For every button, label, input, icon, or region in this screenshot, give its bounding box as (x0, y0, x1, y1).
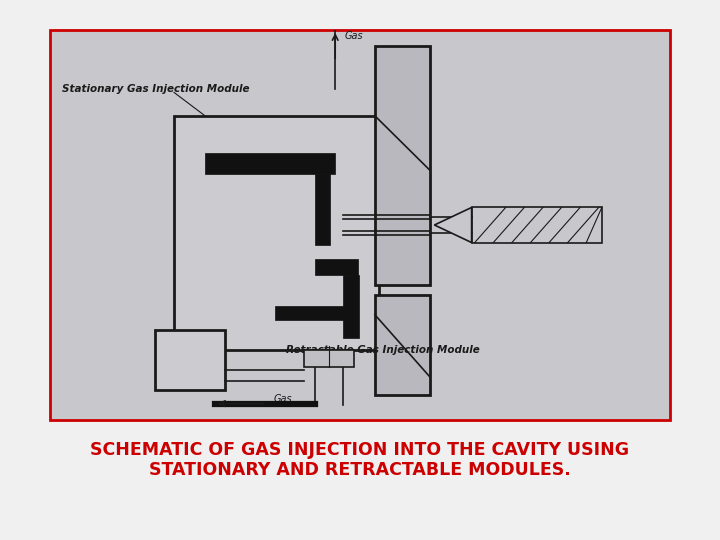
Bar (174, 116, 379, 350)
Bar (472, 207, 602, 242)
Bar (315, 259, 358, 275)
Bar (343, 275, 359, 338)
Text: SCHEMATIC OF GAS INJECTION INTO THE CAVITY USING
STATIONARY AND RETRACTABLE MODU: SCHEMATIC OF GAS INJECTION INTO THE CAVI… (91, 441, 629, 480)
Text: Stationary Gas Injection Module: Stationary Gas Injection Module (63, 84, 250, 93)
Bar (50, 30, 670, 420)
Bar (155, 330, 225, 390)
Text: Retractable Gas Injection Module: Retractable Gas Injection Module (286, 345, 480, 355)
Text: Gas: Gas (273, 394, 292, 403)
Bar (375, 295, 430, 395)
Polygon shape (434, 207, 472, 242)
Bar (304, 350, 354, 367)
Text: Gas: Gas (344, 31, 363, 41)
Bar (315, 174, 330, 245)
Bar (275, 306, 358, 320)
Bar (205, 153, 336, 174)
Bar (375, 46, 430, 285)
